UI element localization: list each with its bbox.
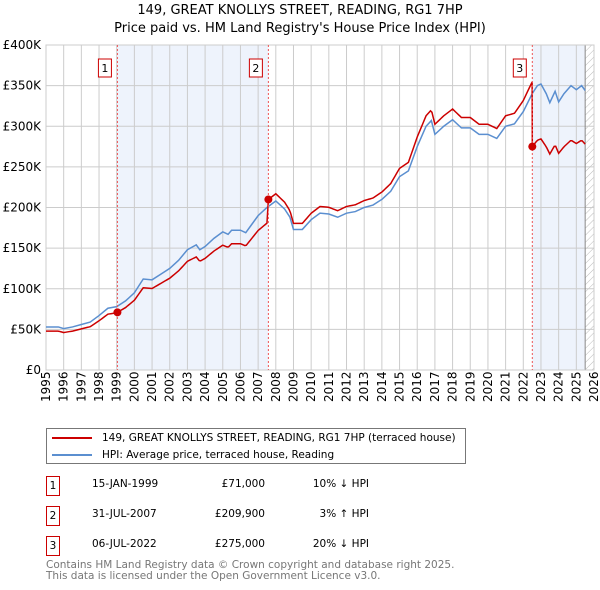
- x-tick-label: 2002: [163, 371, 177, 402]
- legend-label: HPI: Average price, terraced house, Read…: [102, 448, 335, 461]
- x-tick-label: 2006: [233, 371, 247, 402]
- y-tick-label: £50K: [10, 322, 42, 336]
- x-tick-label: 2008: [269, 371, 283, 402]
- x-tick-label: 2000: [127, 371, 141, 402]
- legend-line-hpi: [52, 453, 92, 456]
- sale-price: £275,000: [214, 538, 265, 550]
- y-tick-label: £250K: [3, 160, 43, 174]
- hpi-line: [46, 83, 586, 330]
- sale-point: [113, 308, 122, 317]
- x-tick-label: 1999: [110, 371, 124, 402]
- x-tick-label: 1998: [92, 371, 106, 402]
- sale-date: 06-JUL-2022: [92, 538, 157, 550]
- footer-line-2: This data is licensed under the Open Gov…: [46, 570, 381, 582]
- x-tick-label: 2013: [357, 371, 371, 402]
- x-tick-label: 2012: [340, 371, 354, 402]
- chart-title: 149, GREAT KNOLLYS STREET, READING, RG1 …: [137, 3, 463, 18]
- y-tick-label: £350K: [3, 79, 43, 93]
- property-line: [46, 81, 586, 334]
- sale-label: 1: [101, 62, 108, 75]
- x-tick-label: 2022: [516, 371, 530, 402]
- x-tick-label: 2015: [393, 371, 407, 402]
- x-tick-label: 2004: [198, 371, 212, 402]
- x-tick-label: 1997: [74, 371, 88, 402]
- y-tick-label: £0: [26, 363, 41, 377]
- x-tick-label: 2018: [446, 371, 460, 402]
- x-tick-label: 2014: [375, 371, 389, 402]
- legend-label: 149, GREAT KNOLLYS STREET, READING, RG1 …: [102, 431, 456, 444]
- x-tick-label: 2005: [216, 371, 230, 402]
- sale-label-box: [248, 58, 263, 78]
- legend-item-property: 149, GREAT KNOLLYS STREET, READING, RG1 …: [52, 429, 456, 446]
- sale-marker-box: 2: [46, 506, 60, 526]
- x-tick-label: 1996: [57, 371, 71, 402]
- chart-subtitle: Price paid vs. HM Land Registry's House …: [114, 21, 486, 36]
- sale-label-box: [512, 58, 527, 78]
- y-tick-label: £150K: [3, 241, 43, 255]
- sale-label: 3: [516, 62, 523, 75]
- x-tick-label: 2016: [410, 371, 424, 402]
- x-tick-label: 2019: [463, 371, 477, 402]
- legend-line-property: [52, 436, 92, 439]
- x-tick-label: 2017: [428, 371, 442, 402]
- x-tick-label: 2011: [322, 371, 336, 402]
- x-tick-label: 2023: [534, 371, 548, 402]
- x-tick-label: 2003: [180, 371, 194, 402]
- sale-marker-box: 1: [46, 476, 60, 496]
- y-tick-label: £200K: [3, 201, 43, 215]
- legend: 149, GREAT KNOLLYS STREET, READING, RG1 …: [46, 428, 466, 464]
- x-tick-label: 2007: [251, 371, 265, 402]
- y-tick-label: £300K: [3, 119, 43, 133]
- x-tick-label: 2001: [145, 371, 159, 402]
- x-tick-label: 2010: [304, 371, 318, 402]
- sale-point: [528, 142, 537, 151]
- legend-item-hpi: HPI: Average price, terraced house, Read…: [52, 446, 334, 463]
- sale-price: £209,900: [214, 508, 265, 520]
- x-tick-label: 1995: [39, 371, 53, 402]
- x-tick-label: 2025: [569, 371, 583, 402]
- sale-point: [264, 195, 273, 204]
- x-tick-label: 2020: [481, 371, 495, 402]
- sale-hpi-diff: 10% ↓ HPI: [312, 478, 369, 490]
- x-tick-label: 2024: [552, 371, 566, 402]
- footer-line-1: Contains HM Land Registry data © Crown c…: [46, 559, 455, 571]
- price-chart: 1995 1996 1997 1998 1999 2000 2001 2002 2003 2004…: [3, 38, 600, 402]
- sale-date: 15-JAN-1999: [92, 478, 159, 490]
- sale-hpi-diff: 3% ↑ HPI: [319, 508, 369, 520]
- y-tick-label: £400K: [3, 38, 43, 52]
- x-tick-label: 2009: [286, 371, 300, 402]
- plot-frame: [45, 44, 595, 371]
- sale-marker-box: 3: [46, 536, 60, 556]
- sale-date: 31-JUL-2007: [92, 508, 157, 520]
- y-tick-label: £100K: [3, 282, 43, 296]
- sale-label: 2: [252, 62, 259, 75]
- x-tick-label: 2026: [587, 371, 600, 402]
- sale-hpi-diff: 20% ↓ HPI: [312, 538, 369, 550]
- sale-label-box: [97, 58, 112, 78]
- sale-price: £71,000: [221, 478, 265, 490]
- x-tick-label: 2021: [499, 371, 513, 402]
